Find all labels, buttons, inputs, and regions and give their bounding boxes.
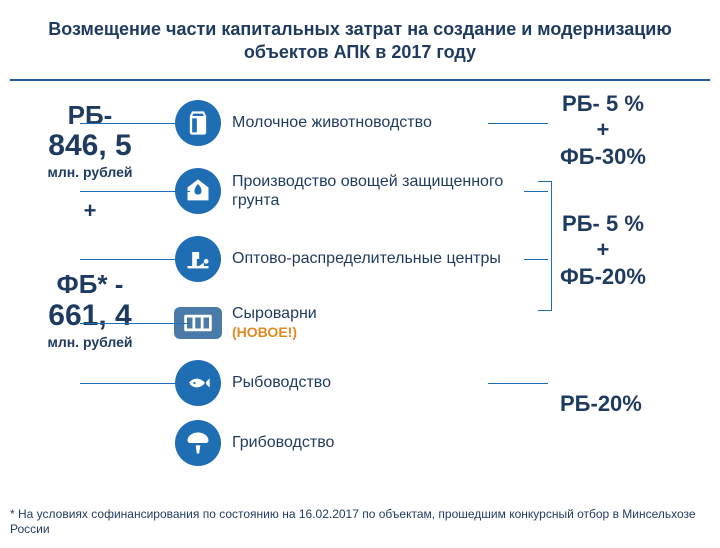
row-mushroom-label: Грибоводство: [226, 433, 530, 452]
rb-label: РБ-: [10, 101, 170, 130]
row-fish: Рыбоводство: [170, 353, 530, 413]
main-layout: РБ- 846, 5 млн. рублей + ФБ* - 661, 4 мл…: [0, 81, 720, 473]
left-column: РБ- 846, 5 млн. рублей + ФБ* - 661, 4 мл…: [10, 81, 170, 473]
row-distribution: Оптово-распределительные центры: [170, 225, 530, 293]
row-distribution-label: Оптово-распределительные центры: [226, 249, 530, 268]
row-mushroom: Грибоводство: [170, 413, 530, 473]
rate-3: РБ-20%: [560, 391, 642, 417]
row-fish-label: Рыбоводство: [226, 373, 530, 392]
right-column: РБ- 5 % + ФБ-30% РБ- 5 % + ФБ-20% РБ-20%: [530, 81, 710, 473]
rate-2: РБ- 5 % + ФБ-20%: [560, 211, 646, 290]
center-column: Молочное животноводство Производство ово…: [170, 81, 530, 473]
fb-sub: млн. рублей: [10, 334, 170, 350]
row-cheese-label: Сыроварни (НОВОЕ!): [226, 304, 530, 342]
connector: [80, 323, 190, 324]
connector: [80, 123, 190, 124]
rb-value: 846, 5: [10, 129, 170, 162]
connector: [80, 259, 190, 260]
new-badge: (НОВОЕ!): [232, 324, 297, 340]
row-cheese: Сыроварни (НОВОЕ!): [170, 293, 530, 353]
rate-1: РБ- 5 % + ФБ-30%: [560, 91, 646, 170]
connector: [80, 191, 190, 192]
row-dairy: Молочное животноводство: [170, 89, 530, 157]
connector: [80, 383, 190, 384]
page-title: Возмещение части капитальных затрат на с…: [10, 8, 710, 81]
fb-value: 661, 4: [10, 299, 170, 332]
mushroom-icon: [175, 420, 221, 466]
fb-label: ФБ* -: [10, 270, 170, 299]
row-dairy-label: Молочное животноводство: [226, 113, 530, 132]
row-greenhouse-label: Производство овощей защищенного грунта: [226, 172, 530, 210]
plus-sign: +: [10, 198, 170, 224]
row-greenhouse: Производство овощей защищенного грунта: [170, 157, 530, 225]
footnote: * На условиях софинансирования по состоя…: [10, 507, 710, 538]
bracket-1: [538, 181, 552, 311]
rb-sub: млн. рублей: [10, 164, 170, 180]
